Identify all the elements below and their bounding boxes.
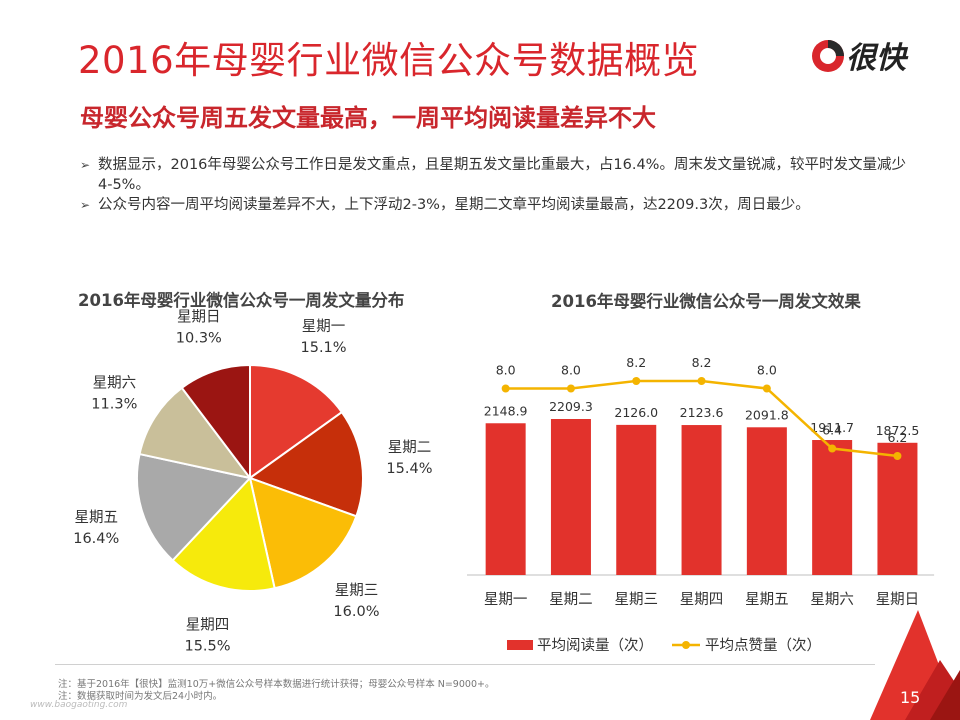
pie-slice <box>180 363 251 481</box>
pie-slice-label: 星期六 <box>93 374 137 391</box>
legend-line-marker <box>682 641 690 649</box>
legend-bar-label: 平均阅读量（次） <box>537 637 653 654</box>
footnote: 注：数据获取时间为发文后24小时内。 <box>58 691 223 702</box>
bullet-text: 数据显示，2016年母婴公众号工作日是发文重点，且星期五发文量比重最大，占16.… <box>98 157 906 193</box>
line-point <box>697 377 706 385</box>
pie-slice <box>171 475 276 592</box>
page-number: 15 <box>900 688 921 707</box>
pie-slice-value: 15.4% <box>386 461 432 477</box>
watermark: www.baogaoting.com <box>30 700 128 710</box>
bullet-item: ➢ 数据显示，2016年母婴公众号工作日是发文重点，且星期五发文量比重最大，占1… <box>80 155 920 195</box>
footnote: 注：基于2016年【很快】监测10万+微信公众号样本数据进行统计获得；母婴公众号… <box>58 679 495 690</box>
pie-chart-title: 2016年母婴行业微信公众号一周发文量分布 <box>78 291 405 310</box>
bullet-list: ➢ 数据显示，2016年母婴公众号工作日是发文重点，且星期五发文量比重最大，占1… <box>80 155 920 215</box>
x-tick-label: 星期二 <box>549 591 593 608</box>
line-value-label: 8.2 <box>692 355 712 370</box>
pie-slice-label: 星期五 <box>75 509 119 526</box>
corner-decoration <box>870 610 960 720</box>
pie-slice <box>248 476 358 590</box>
bar-value-label: 2123.6 <box>680 405 724 420</box>
pie-slice-value: 10.3% <box>176 330 222 346</box>
line-point <box>501 384 510 393</box>
pie-slice-value: 16.0% <box>333 604 379 620</box>
line-point <box>762 384 771 393</box>
line-value-label: 8.0 <box>757 363 777 378</box>
pie-slice-value: 16.4% <box>73 531 119 547</box>
pie-slice-value: 15.5% <box>184 638 230 654</box>
bar <box>746 427 787 575</box>
pie-slice <box>138 386 253 480</box>
pie-slice-value: 11.3% <box>91 396 137 412</box>
bar <box>550 419 591 575</box>
legend-line-label: 平均点赞量（次） <box>705 637 821 654</box>
line-value-label: 8.0 <box>496 363 516 378</box>
bar-value-label: 2209.3 <box>549 399 593 414</box>
bar <box>485 423 526 575</box>
arrow-icon: ➢ <box>80 158 91 172</box>
arrow-icon: ➢ <box>80 198 91 212</box>
bar-value-label: 2126.0 <box>614 405 658 420</box>
bullet-text: 公众号内容一周平均阅读量差异不大，上下浮动2-3%，星期二文章平均阅读量最高，达… <box>98 197 810 213</box>
bar-value-label: 2148.9 <box>484 403 528 418</box>
bar <box>877 442 918 575</box>
bar <box>616 424 657 575</box>
pie-slice <box>249 363 344 480</box>
pie-slice <box>136 452 252 562</box>
line-value-label: 6.2 <box>888 430 908 445</box>
line-point <box>566 384 575 393</box>
pie-slice-label: 星期三 <box>335 582 379 599</box>
bar-value-label: 1872.5 <box>876 423 920 438</box>
pie-slice-value: 15.1% <box>301 340 347 356</box>
bar-chart-title: 2016年母婴行业微信公众号一周发文效果 <box>551 292 861 311</box>
page-subtitle: 母婴公众号周五发文量最高，一周平均阅读量差异不大 <box>80 104 656 132</box>
bar-value-label: 1911.7 <box>810 420 854 435</box>
bar-value-label: 2091.8 <box>745 407 789 422</box>
pie-slice-label: 星期四 <box>186 616 230 633</box>
x-tick-label: 星期四 <box>680 591 724 608</box>
pie-slice <box>247 410 364 518</box>
line-point <box>632 377 641 385</box>
x-tick-label: 星期三 <box>615 591 659 608</box>
line-value-label: 8.0 <box>561 363 581 378</box>
page-title: 2016年母婴行业微信公众号数据概览 <box>78 39 700 82</box>
x-tick-label: 星期六 <box>810 591 854 608</box>
line-value-label: 8.2 <box>626 355 646 370</box>
line-series <box>505 379 898 458</box>
logo <box>812 40 844 72</box>
bar <box>812 440 853 575</box>
x-tick-label: 星期一 <box>484 591 528 608</box>
pie-slice-label: 星期二 <box>388 439 432 456</box>
legend-bar-swatch <box>507 640 533 650</box>
footer-divider <box>55 664 875 665</box>
line-value-label: 6.4 <box>822 423 842 438</box>
line-point <box>828 444 837 453</box>
pie-slice-label: 星期一 <box>302 318 346 335</box>
x-tick-label: 星期五 <box>745 591 789 608</box>
line-point <box>893 452 902 460</box>
bullet-item: ➢ 公众号内容一周平均阅读量差异不大，上下浮动2-3%，星期二文章平均阅读量最高… <box>80 195 920 215</box>
bar <box>681 425 722 575</box>
logo-text: 很快 <box>846 41 906 76</box>
